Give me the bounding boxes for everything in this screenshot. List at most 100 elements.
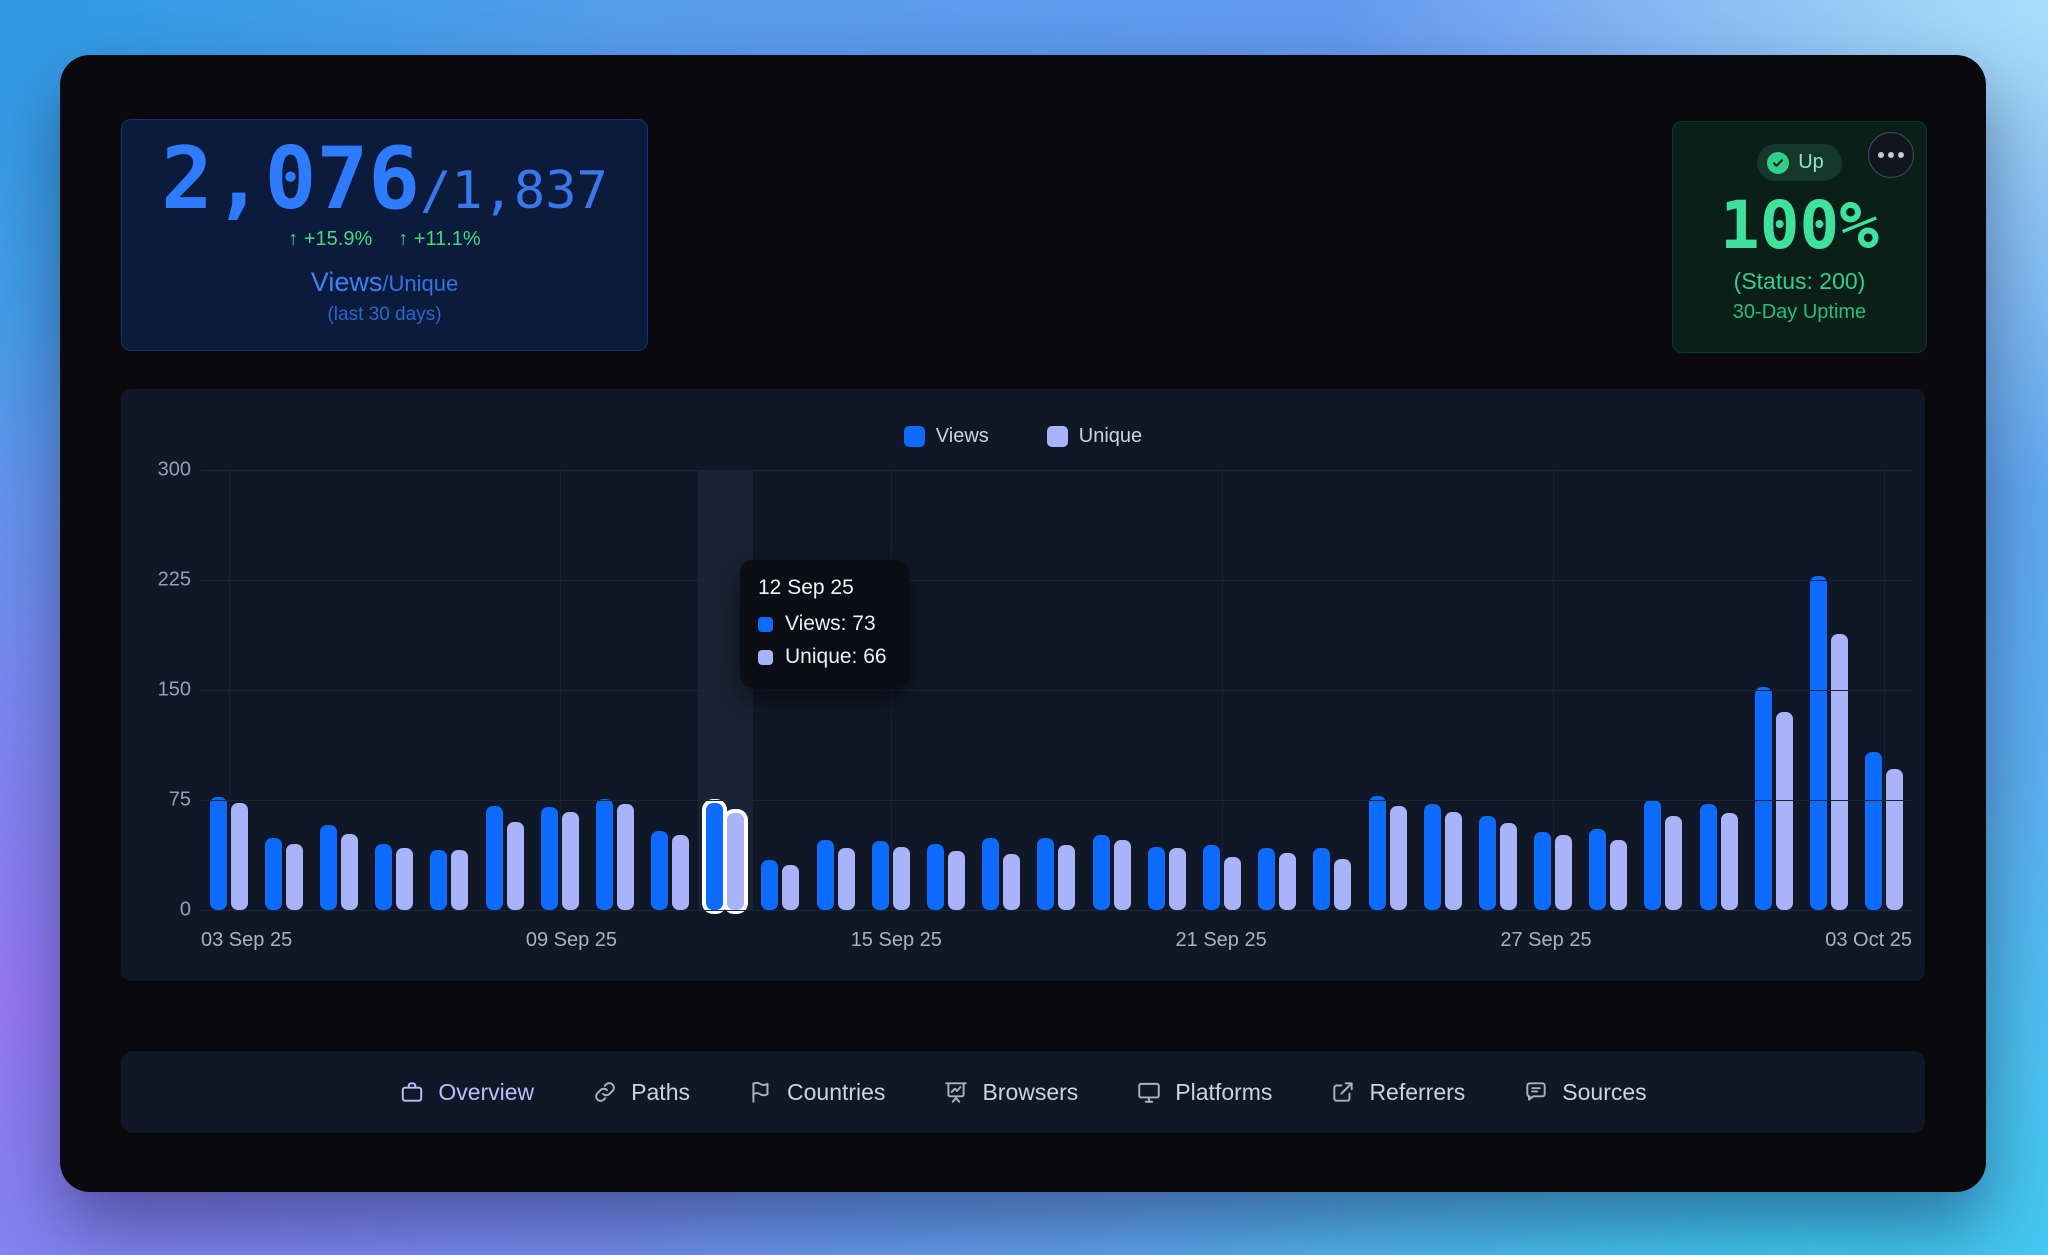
views-bar	[485, 806, 503, 910]
bar-group-01-oct-25[interactable]	[1746, 470, 1801, 910]
stats-label: Views/Unique	[122, 267, 647, 298]
unique-bar	[1720, 813, 1738, 910]
legend-item-views[interactable]: Views	[903, 425, 989, 448]
bar-group-27-sep-25[interactable]	[1526, 470, 1581, 910]
views-bar	[1644, 800, 1662, 910]
bar-group-24-sep-25[interactable]	[1360, 470, 1415, 910]
tab-paths[interactable]: Paths	[592, 1079, 690, 1106]
views-bar	[1258, 848, 1276, 910]
tab-browsers[interactable]: Browsers	[943, 1079, 1078, 1106]
unique-bar	[506, 822, 524, 910]
unique-bar	[451, 850, 469, 910]
unique-bar	[285, 844, 303, 910]
bar-group-26-sep-25[interactable]	[1470, 470, 1525, 910]
unique-total: /1,837	[420, 161, 608, 221]
unique-bar	[561, 812, 579, 910]
bar-group-29-sep-25[interactable]	[1636, 470, 1691, 910]
views-bar	[1589, 829, 1607, 910]
legend-label: Views	[935, 425, 989, 447]
unique-bar	[1831, 634, 1849, 910]
tab-countries[interactable]: Countries	[748, 1079, 885, 1106]
tooltip-series-value: Views: 73	[785, 612, 876, 635]
bar-group-22-sep-25[interactable]	[1250, 470, 1305, 910]
bar-group-17-sep-25[interactable]	[974, 470, 1029, 910]
views-bar	[375, 844, 393, 910]
views-total: 2,076	[161, 129, 421, 229]
views-bar	[319, 825, 337, 910]
uptime-menu-button[interactable]	[1868, 132, 1914, 178]
chart-tooltip: 12 Sep 25 Views: 73 Unique: 66	[740, 560, 909, 687]
views-bar	[761, 860, 779, 910]
views-bar	[816, 840, 834, 910]
unique-bar	[892, 847, 910, 910]
unique-bar	[1113, 840, 1131, 910]
bar-group-07-sep-25[interactable]	[422, 470, 477, 910]
unique-bar	[782, 865, 800, 910]
uptime-percentage: 100%	[1720, 187, 1879, 264]
y-tick-label: 0	[179, 898, 191, 921]
bar-group-18-sep-25[interactable]	[1029, 470, 1084, 910]
bar-group-14-sep-25[interactable]	[808, 470, 863, 910]
gridline	[201, 910, 1912, 911]
bar-group-13-sep-25[interactable]	[753, 470, 808, 910]
tab-referrers[interactable]: Referrers	[1330, 1079, 1465, 1106]
views-delta: ↑ +15.9%	[288, 228, 373, 250]
gridline-vertical	[228, 470, 230, 910]
unique-bar	[1499, 823, 1517, 910]
legend-item-unique[interactable]: Unique	[1046, 425, 1143, 448]
tab-platforms[interactable]: Platforms	[1136, 1079, 1272, 1106]
tab-label: Paths	[631, 1078, 690, 1105]
bar-group-16-sep-25[interactable]	[918, 470, 973, 910]
views-bar	[1754, 687, 1772, 910]
tooltip-row: Views: 73	[758, 612, 887, 636]
bar-group-11-sep-25[interactable]	[643, 470, 698, 910]
bar-group-23-sep-25[interactable]	[1305, 470, 1360, 910]
views-bar	[1810, 576, 1828, 910]
unique-bar	[672, 835, 690, 910]
tab-label: Countries	[787, 1078, 886, 1105]
unique-bar	[396, 848, 414, 910]
bar-group-02-oct-25[interactable]	[1801, 470, 1856, 910]
bar-group-06-sep-25[interactable]	[367, 470, 422, 910]
legend-label: Unique	[1078, 425, 1143, 447]
tab-label: Referrers	[1369, 1078, 1466, 1105]
bar-group-19-sep-25[interactable]	[1084, 470, 1139, 910]
bar-group-20-sep-25[interactable]	[1139, 470, 1194, 910]
bar-group-03-sep-25[interactable]	[201, 470, 256, 910]
bar-group-21-sep-25[interactable]	[1194, 470, 1249, 910]
unique-bar	[340, 834, 358, 910]
bar-group-30-sep-25[interactable]	[1691, 470, 1746, 910]
views-bar	[1699, 804, 1717, 910]
bar-group-10-sep-25[interactable]	[587, 470, 642, 910]
gridline	[201, 470, 1912, 471]
unique-bar	[1003, 854, 1021, 910]
views-bar	[1423, 804, 1441, 910]
x-axis-labels: 03 Sep 25 09 Sep 25 15 Sep 25 21 Sep 25 27 S…	[201, 929, 1912, 952]
unique-bar	[1665, 816, 1683, 910]
external-link-icon	[1333, 1082, 1354, 1102]
bar-group-25-sep-25[interactable]	[1415, 470, 1470, 910]
bar-group-28-sep-25[interactable]	[1581, 470, 1636, 910]
tab-sources[interactable]: Sources	[1523, 1079, 1647, 1106]
bar-group-09-sep-25[interactable]	[532, 470, 587, 910]
unique-bar	[1775, 712, 1793, 910]
unique-bar	[1444, 812, 1462, 910]
bar-group-03-oct-25[interactable]	[1857, 470, 1912, 910]
views-bar	[706, 803, 724, 910]
bar-group-15-sep-25[interactable]	[863, 470, 918, 910]
briefcase-icon	[402, 1082, 423, 1102]
bar-group-04-sep-25[interactable]	[256, 470, 311, 910]
views-stats-card: 2,076/1,837 ↑ +15.9% ↑ +11.1% Views/Uniq…	[121, 119, 648, 351]
link-icon	[595, 1082, 616, 1102]
chart-plot-area	[201, 470, 1912, 911]
traffic-chart-panel: Views Unique 300 225 150 75 0 03 Sep 25 09 Sep…	[121, 389, 1925, 981]
unique-bar	[727, 813, 745, 910]
bar-group-08-sep-25[interactable]	[477, 470, 532, 910]
uptime-card: Up 100% (Status: 200) 30-Day Uptime	[1672, 121, 1927, 353]
presentation-chart-icon	[945, 1082, 968, 1103]
bar-group-05-sep-25[interactable]	[311, 470, 366, 910]
unique-label: /Unique	[382, 271, 459, 296]
tab-overview[interactable]: Overview	[399, 1079, 534, 1106]
monitor-icon	[1138, 1082, 1161, 1103]
tooltip-series-chip	[758, 616, 773, 632]
